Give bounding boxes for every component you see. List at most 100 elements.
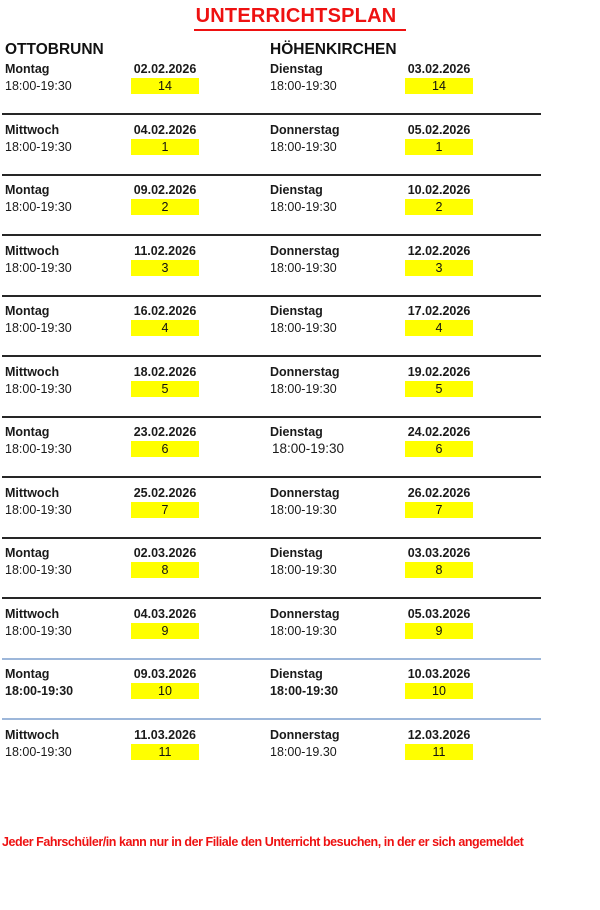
lesson-number-badge-right: 14 bbox=[405, 78, 473, 94]
day-label-left: Montag bbox=[5, 183, 50, 197]
lesson-number-badge-left: 7 bbox=[131, 501, 199, 518]
time-label-left: 18:00-19:30 bbox=[5, 502, 72, 517]
row-divider bbox=[2, 234, 541, 236]
time-label-left: 18:00-19:30 bbox=[5, 744, 72, 759]
row-divider bbox=[2, 536, 541, 539]
time-label-right: 18:00-19:30 bbox=[272, 441, 345, 456]
day-label-left: Mittwoch bbox=[5, 364, 60, 379]
lesson-number-badge-left: 5 bbox=[131, 380, 199, 397]
day-label-right: Donnerstag bbox=[270, 727, 340, 742]
date-label-right: 19.02.2026 bbox=[407, 364, 471, 379]
row-divider bbox=[2, 597, 541, 599]
time-label-right: 18:00-19:30 bbox=[270, 381, 337, 396]
time-label-left: 18:00-19:30 bbox=[5, 684, 74, 698]
lesson-number-badge-left: 11 bbox=[131, 743, 199, 760]
date-label-left: 09.03.2026 bbox=[133, 667, 197, 681]
schedule-row: Mittwoch 04.03.2026 18:00-19:30 9 Donner… bbox=[0, 601, 600, 662]
day-label-right: Dienstag bbox=[270, 183, 323, 197]
date-label-left: 02.03.2026 bbox=[133, 546, 197, 560]
day-label-left: Montag bbox=[5, 667, 50, 681]
lesson-number-badge-left: 10 bbox=[131, 683, 199, 699]
time-label-left: 18:00-19:30 bbox=[5, 200, 72, 214]
day-label-left: Montag bbox=[5, 546, 50, 560]
schedule-row: Montag 02.03.2026 18:00-19:30 8 Dienstag… bbox=[0, 540, 600, 601]
row-divider bbox=[2, 718, 541, 720]
day-label-left: Mittwoch bbox=[5, 606, 60, 621]
lesson-number-badge-left: 2 bbox=[131, 199, 199, 215]
time-label-left: 18:00-19:30 bbox=[5, 260, 72, 275]
time-label-left: 18:00-19:30 bbox=[5, 139, 72, 154]
lesson-number-badge-left: 4 bbox=[131, 320, 199, 336]
time-label-right: 18:00-19:30 bbox=[270, 563, 337, 577]
date-label-left: 09.02.2026 bbox=[133, 183, 197, 197]
date-label-left: 23.02.2026 bbox=[133, 425, 197, 439]
date-label-right: 05.03.2026 bbox=[407, 606, 471, 621]
row-divider bbox=[2, 113, 541, 115]
lesson-number-badge-left: 3 bbox=[131, 259, 199, 276]
day-label-left: Montag bbox=[5, 62, 50, 76]
day-label-right: Donnerstag bbox=[270, 485, 340, 500]
time-label-left: 18:00-19:30 bbox=[5, 381, 72, 396]
day-label-right: Dienstag bbox=[270, 62, 323, 76]
row-divider bbox=[2, 173, 541, 176]
lesson-number-badge-left: 9 bbox=[131, 622, 199, 639]
lesson-number-badge-right: 9 bbox=[405, 622, 473, 639]
day-label-left: Mittwoch bbox=[5, 122, 60, 137]
lesson-number-badge-left: 1 bbox=[131, 138, 199, 155]
date-label-right: 12.02.2026 bbox=[407, 243, 471, 258]
time-label-right: 18:00-19:30 bbox=[270, 200, 337, 214]
location-header-hoehenkirchen: HÖHENKIRCHEN bbox=[270, 41, 397, 58]
schedule-row: Mittwoch 25.02.2026 18:00-19:30 7 Donner… bbox=[0, 480, 600, 541]
day-label-left: Montag bbox=[5, 304, 50, 318]
day-label-right: Donnerstag bbox=[270, 606, 340, 621]
lesson-number-badge-left: 6 bbox=[131, 441, 199, 457]
time-label-right: 18:00-19:30 bbox=[270, 260, 337, 275]
date-label-right: 10.02.2026 bbox=[407, 183, 471, 197]
time-label-right: 18:00-19:30 bbox=[270, 321, 337, 335]
time-label-left: 18:00-19:30 bbox=[5, 442, 72, 456]
page-title: UNTERRICHTSPLAN bbox=[193, 5, 407, 31]
date-label-right: 12.03.2026 bbox=[407, 727, 471, 742]
day-label-right: Donnerstag bbox=[270, 122, 340, 137]
schedule-row: Montag 09.03.2026 18:00-19:30 10 Diensta… bbox=[0, 661, 600, 722]
time-label-right: 18:00-19:30 bbox=[270, 623, 337, 638]
row-divider bbox=[2, 355, 541, 357]
time-label-left: 18:00-19:30 bbox=[5, 79, 72, 93]
lesson-number-badge-right: 11 bbox=[405, 743, 473, 760]
row-divider bbox=[2, 294, 541, 297]
schedule-row: Montag 16.02.2026 18:00-19:30 4 Dienstag… bbox=[0, 298, 600, 359]
lesson-number-badge-left: 8 bbox=[131, 562, 199, 578]
day-label-right: Dienstag bbox=[270, 304, 323, 318]
time-label-right: 18:00-19.30 bbox=[270, 744, 337, 759]
schedule-row: Montag 09.02.2026 18:00-19:30 2 Dienstag… bbox=[0, 177, 600, 238]
date-label-right: 10.03.2026 bbox=[407, 667, 471, 681]
lesson-number-badge-right: 8 bbox=[405, 562, 473, 578]
time-label-right: 18:00-19:30 bbox=[270, 684, 339, 698]
date-label-left: 11.02.2026 bbox=[134, 243, 196, 258]
time-label-right: 18:00-19:30 bbox=[270, 139, 337, 154]
date-label-left: 11.03.2026 bbox=[134, 727, 196, 742]
day-label-left: Mittwoch bbox=[5, 485, 60, 500]
day-label-right: Dienstag bbox=[270, 425, 323, 439]
date-label-left: 02.02.2026 bbox=[133, 62, 197, 76]
date-label-left: 16.02.2026 bbox=[133, 304, 197, 318]
date-label-right: 03.03.2026 bbox=[407, 546, 471, 560]
day-label-left: Montag bbox=[5, 425, 50, 439]
schedule-row: Montag 02.02.2026 18:00-19:30 14 Diensta… bbox=[0, 56, 600, 117]
lesson-number-badge-right: 2 bbox=[405, 199, 473, 215]
lesson-number-badge-right: 1 bbox=[405, 138, 473, 155]
schedule-row: Mittwoch 04.02.2026 18:00-19:30 1 Donner… bbox=[0, 117, 600, 178]
title-row: UNTERRICHTSPLAN bbox=[0, 5, 600, 31]
date-label-right: 24.02.2026 bbox=[407, 425, 471, 439]
lesson-number-badge-right: 5 bbox=[405, 380, 473, 397]
schedule-row: Montag 23.02.2026 18:00-19:30 6 Dienstag… bbox=[0, 419, 600, 480]
time-label-left: 18:00-19:30 bbox=[5, 623, 72, 638]
date-label-right: 17.02.2026 bbox=[407, 304, 471, 318]
row-divider bbox=[2, 657, 541, 660]
row-divider bbox=[2, 476, 541, 478]
lesson-number-badge-right: 3 bbox=[405, 259, 473, 276]
date-label-right: 26.02.2026 bbox=[407, 485, 471, 500]
schedule-row: Mittwoch 18.02.2026 18:00-19:30 5 Donner… bbox=[0, 359, 600, 420]
lesson-number-badge-right: 6 bbox=[405, 441, 473, 457]
